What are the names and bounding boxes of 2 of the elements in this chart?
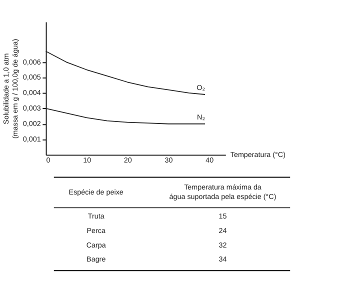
line-series [45, 50, 206, 95]
line-series [45, 108, 206, 124]
